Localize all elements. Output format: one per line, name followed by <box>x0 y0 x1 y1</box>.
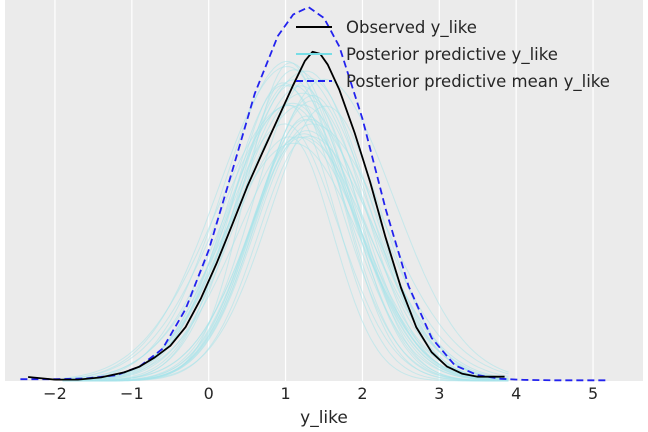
posterior-predictive-line <box>62 70 509 381</box>
x-axis-label: y_like <box>300 408 348 428</box>
posterior-predictive-line <box>62 77 509 382</box>
observed-line <box>28 50 505 381</box>
posterior-predictive-line <box>62 69 509 382</box>
legend-observed-label: Observed y_like <box>346 18 477 38</box>
x-tick-labels: −2 −1 0 1 2 3 4 5 <box>43 384 598 403</box>
legend: Observed y_like Posterior predictive y_l… <box>296 18 610 92</box>
x-tick-label: 5 <box>588 384 598 403</box>
x-tick-label: 1 <box>280 384 290 403</box>
x-tick-label: 3 <box>434 384 444 403</box>
plot-background <box>5 0 643 381</box>
x-tick-label: 2 <box>357 384 367 403</box>
legend-posterior-predictive-label: Posterior predictive y_like <box>346 45 558 65</box>
posterior-predictive-line <box>62 84 509 382</box>
legend-posterior-mean-label: Posterior predictive mean y_like <box>346 72 610 92</box>
x-tick-label: −2 <box>43 384 67 403</box>
x-tick-label: 4 <box>511 384 521 403</box>
posterior-predictive-line <box>62 60 509 382</box>
posterior-predictive-lines <box>62 60 509 382</box>
posterior-predictive-line <box>62 119 509 382</box>
x-tick-label: −1 <box>120 384 144 403</box>
posterior-predictive-line <box>62 66 509 382</box>
posterior-predictive-line <box>62 135 509 382</box>
x-tick-label: 0 <box>204 384 214 403</box>
posterior-predictive-line <box>62 123 509 382</box>
posterior-predictive-line <box>62 85 509 382</box>
grid-lines <box>54 0 594 381</box>
observed-line-group <box>28 50 505 381</box>
